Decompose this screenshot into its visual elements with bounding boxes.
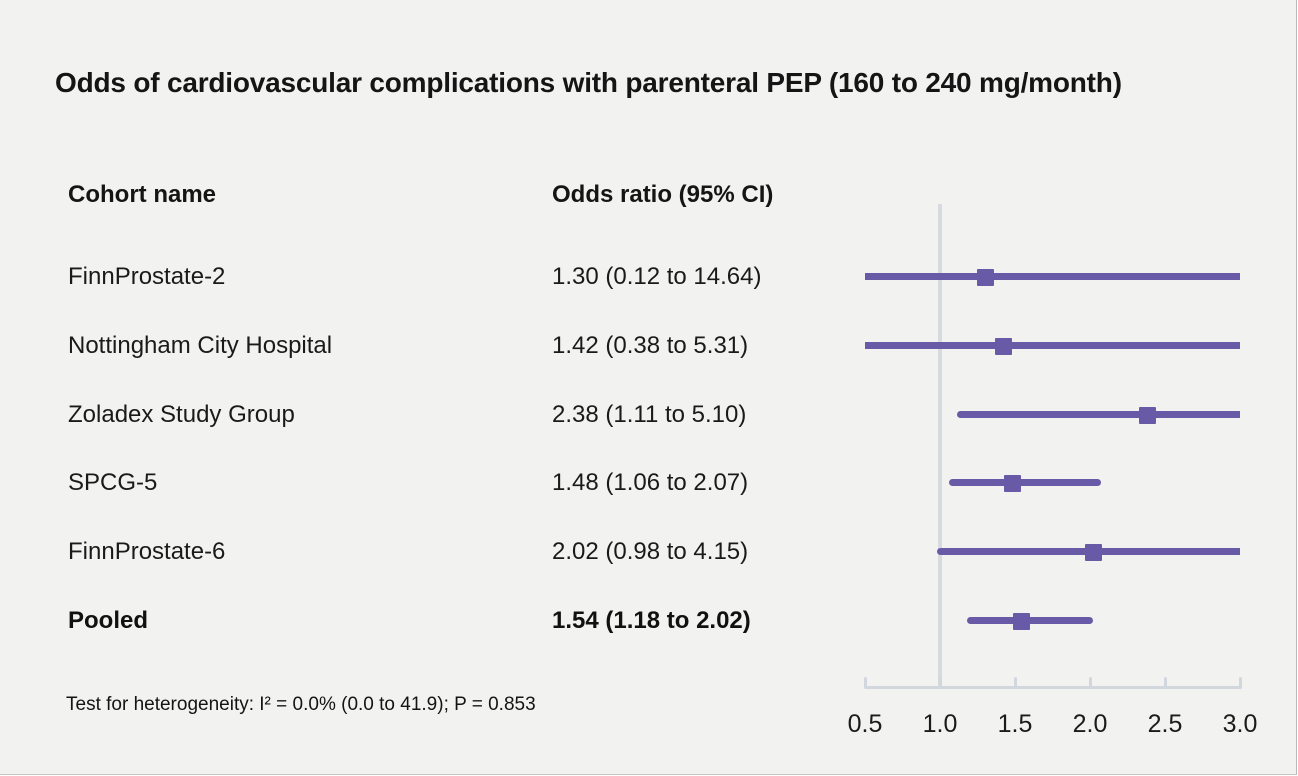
x-axis-tick-label: 1.0 [922,710,958,738]
odds-ratio-value: 1.30 (0.12 to 14.64) [552,263,762,290]
x-axis-tick [1238,677,1242,689]
odds-ratio-marker [1003,474,1021,492]
x-axis-tick-label: 2.5 [1147,710,1183,738]
x-axis-tick-label: 0.5 [847,710,883,738]
x-axis-tick [1013,677,1017,689]
x-axis-tick-label: 3.0 [1222,710,1258,738]
odds-ratio-marker [976,268,994,286]
x-axis-tick [1163,677,1167,689]
odds-ratio-value: 1.48 (1.06 to 2.07) [552,469,749,496]
heterogeneity-note: Test for heterogeneity: I² = 0.0% (0.0 t… [66,694,536,715]
x-axis-line [865,686,1241,689]
odds-ratio-marker [994,337,1012,355]
odds-ratio-value: 1.42 (0.38 to 5.31) [552,332,749,359]
column-header-odds-ratio: Odds ratio (95% CI) [552,181,774,208]
cohort-name: Nottingham City Hospital [68,332,333,359]
x-axis-tick [863,677,867,689]
confidence-interval-line [865,273,1240,280]
cohort-name: SPCG-5 [68,469,158,496]
confidence-interval-line [956,411,1240,418]
cohort-name: Pooled [68,607,149,634]
figure-title: Odds of cardiovascular complications wit… [55,67,1122,98]
x-axis-tick [938,677,942,689]
x-axis-tick [1088,677,1092,689]
odds-ratio-marker [1084,543,1102,561]
reference-line-or-1 [938,204,942,689]
odds-ratio-marker [1138,406,1156,424]
odds-ratio-value: 2.38 (1.11 to 5.10) [552,401,747,428]
odds-ratio-value: 2.02 (0.98 to 4.15) [552,538,749,565]
odds-ratio-marker [1012,612,1030,630]
confidence-interval-line [865,342,1240,349]
x-axis-tick-label: 2.0 [1072,710,1108,738]
confidence-interval-line [967,617,1093,624]
x-axis-tick-label: 1.5 [997,710,1033,738]
odds-ratio-value: 1.54 (1.18 to 2.02) [552,607,751,634]
cohort-name: Zoladex Study Group [68,401,295,428]
cohort-name: FinnProstate-6 [68,538,226,565]
cohort-name: FinnProstate-2 [68,263,226,290]
column-header-cohort: Cohort name [68,181,217,208]
confidence-interval-line [949,479,1101,486]
